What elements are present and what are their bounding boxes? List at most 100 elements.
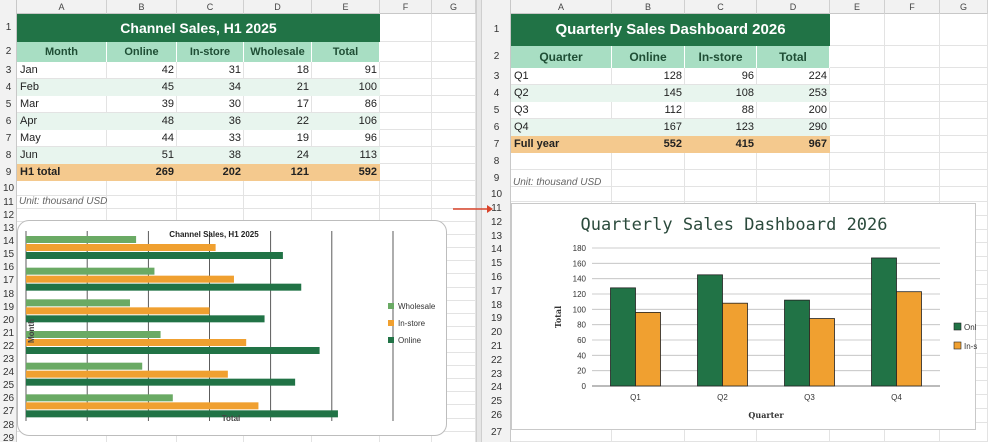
column-header-d[interactable]: D [757,0,830,14]
row-header-25[interactable]: 25 [2,380,15,392]
column-header-a[interactable]: A [17,0,107,14]
value-cell[interactable]: 19 [296,132,309,144]
row-header-19[interactable]: 19 [2,301,15,313]
row-header-17[interactable]: 17 [2,275,15,287]
month-cell[interactable]: May [20,132,41,144]
value-cell[interactable]: 100 [358,81,377,93]
value-cell[interactable]: 253 [808,87,827,99]
value-cell[interactable]: 18 [296,64,309,76]
row-header-20[interactable]: 20 [490,327,503,339]
row-header-11[interactable]: 11 [3,197,14,208]
total-label-cell[interactable]: Full year [514,138,560,150]
column-title-total[interactable]: Total [312,42,380,62]
row-header-14[interactable]: 14 [2,236,15,248]
row-header-28[interactable]: 28 [2,419,15,431]
column-title-in-store[interactable]: In-store [177,42,244,62]
right-unit-note[interactable]: Unit: thousand USD [513,177,602,188]
column-header-b[interactable]: B [612,0,685,14]
value-cell[interactable]: 88 [741,104,754,116]
right-sheet-title[interactable]: Quarterly Sales Dashboard 2026 [511,14,830,46]
month-cell[interactable]: Mar [20,98,39,110]
total-value-cell[interactable]: 415 [735,138,754,150]
row-header-22[interactable]: 22 [490,354,503,366]
left-sheet-title[interactable]: Channel Sales, H1 2025 [17,14,380,42]
row-header-26[interactable]: 26 [2,393,15,405]
row-header-19[interactable]: 19 [490,313,503,325]
quarterly-sales-chart[interactable]: 0 20 40 60 80 100 120 140 160 180 Q1 Q2 Q3 Q4 Quarterl… [511,203,988,430]
row-header-2[interactable]: 2 [5,46,12,57]
value-cell[interactable]: 24 [296,149,309,161]
row-header-23[interactable]: 23 [2,354,15,365]
value-cell[interactable]: 91 [364,64,377,76]
value-cell[interactable]: 36 [228,115,241,127]
row-header-21[interactable]: 21 [490,341,503,352]
value-cell[interactable]: 31 [228,64,241,76]
column-title-month[interactable]: Month [17,42,107,62]
row-header-25[interactable]: 25 [490,396,503,408]
row-header-20[interactable]: 20 [2,314,15,326]
row-header-16[interactable]: 16 [490,272,503,283]
total-value-cell[interactable]: 552 [663,138,682,150]
value-cell[interactable]: 44 [161,132,174,144]
total-value-cell[interactable]: 967 [808,138,827,150]
value-cell[interactable]: 17 [296,98,309,110]
value-cell[interactable]: 86 [364,98,377,110]
column-header-e[interactable]: E [830,0,885,14]
row-header-9[interactable]: 9 [493,173,500,184]
value-cell[interactable]: 145 [663,87,682,99]
channel-sales-chart[interactable]: Channel Sales, H1 2025 Total Month Wholesal… [17,220,447,436]
row-header-15[interactable]: 15 [2,249,15,261]
row-header-10[interactable]: 10 [2,183,15,194]
row-header-18[interactable]: 18 [490,299,503,311]
row-header-3[interactable]: 3 [5,65,12,76]
row-header-6[interactable]: 6 [5,116,12,127]
value-cell[interactable]: 30 [228,98,241,110]
left-unit-note[interactable]: Unit: thousand USD [19,196,108,207]
column-header-f[interactable]: F [380,0,432,14]
value-cell[interactable]: 167 [663,121,682,133]
row-header-26[interactable]: 26 [490,410,503,421]
quarter-cell[interactable]: Q4 [514,121,529,133]
value-cell[interactable]: 34 [228,81,241,93]
row-header-12[interactable]: 12 [490,216,503,228]
row-header-7[interactable]: 7 [5,133,12,144]
value-cell[interactable]: 123 [735,121,754,133]
month-cell[interactable]: Jun [20,149,38,161]
column-title-total[interactable]: Total [757,46,830,68]
column-header-b[interactable]: B [107,0,177,14]
month-cell[interactable]: Jan [20,64,38,76]
column-header-e[interactable]: E [312,0,380,14]
column-title-quarter[interactable]: Quarter [511,46,612,68]
quarter-cell[interactable]: Q2 [514,87,529,99]
column-header-g[interactable]: G [432,0,476,14]
row-header-21[interactable]: 21 [2,327,15,339]
row-header-18[interactable]: 18 [2,288,15,300]
row-header-8[interactable]: 8 [5,150,12,161]
value-cell[interactable]: 96 [364,132,377,144]
value-cell[interactable]: 48 [161,115,174,127]
quarter-cell[interactable]: Q1 [514,70,529,82]
column-header-d[interactable]: D [244,0,312,14]
column-header-c[interactable]: C [177,0,244,14]
value-cell[interactable]: 128 [663,70,682,82]
value-cell[interactable]: 22 [296,115,309,127]
column-header-c[interactable]: C [685,0,757,14]
value-cell[interactable]: 21 [296,81,309,93]
row-header-1[interactable]: 1 [5,22,12,33]
value-cell[interactable]: 113 [359,149,377,161]
row-header-27[interactable]: 27 [2,406,15,418]
row-header-24[interactable]: 24 [2,367,15,379]
value-cell[interactable]: 108 [735,87,754,99]
row-header-23[interactable]: 23 [490,368,503,380]
value-cell[interactable]: 106 [358,115,377,127]
row-header-9[interactable]: 9 [5,167,12,178]
column-header-a[interactable]: A [511,0,612,14]
row-header-22[interactable]: 22 [2,340,15,352]
row-header-3[interactable]: 3 [493,71,500,82]
month-cell[interactable]: Feb [20,81,39,93]
row-header-5[interactable]: 5 [5,99,12,110]
row-header-24[interactable]: 24 [490,382,503,394]
row-header-29[interactable]: 29 [2,432,15,442]
value-cell[interactable]: 200 [808,104,827,116]
